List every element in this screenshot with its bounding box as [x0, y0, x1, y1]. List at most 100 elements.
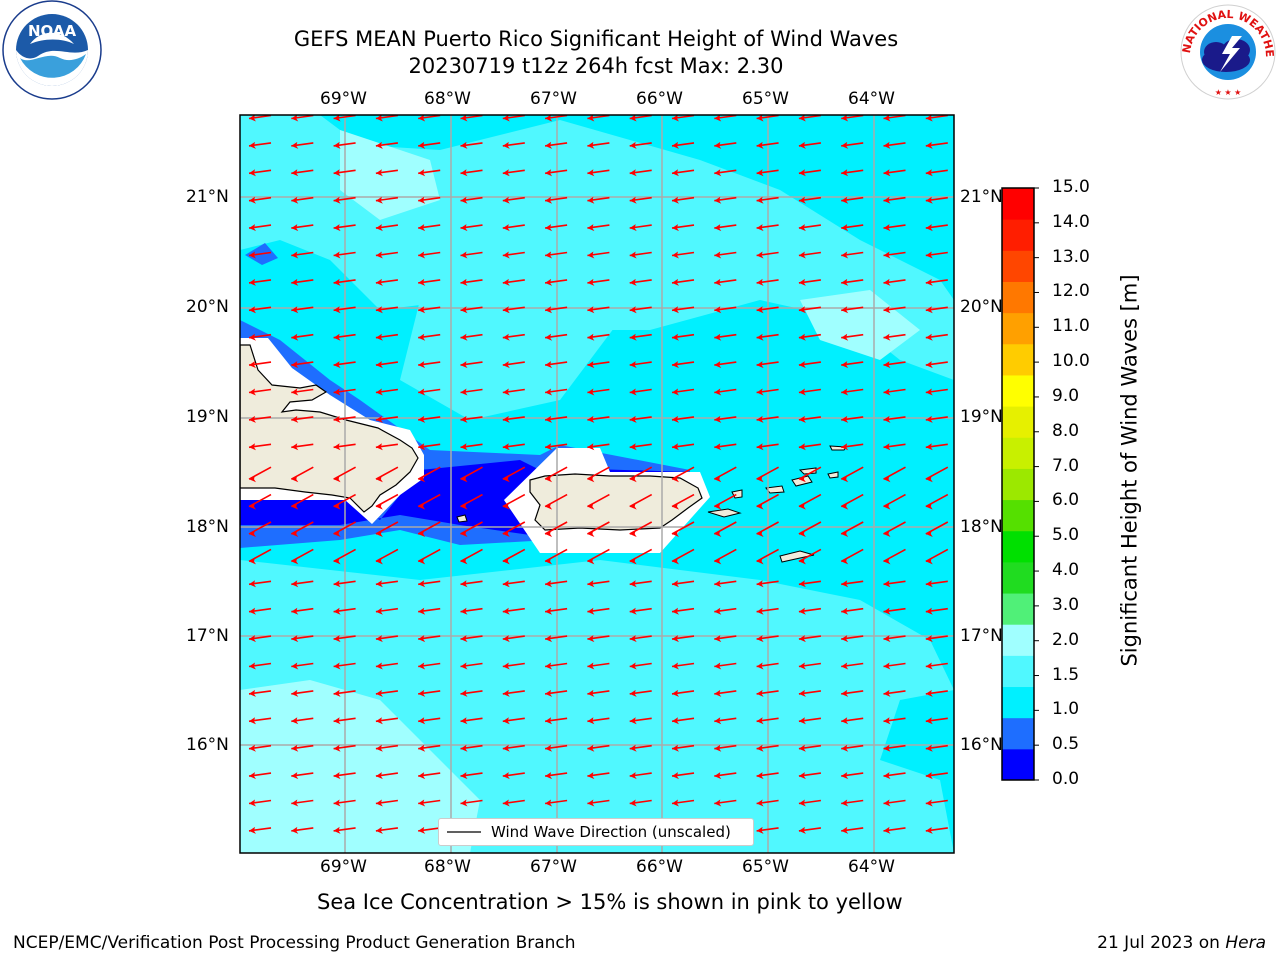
wave-direction-arrow	[248, 548, 272, 565]
lon-label-top-66: 66°W	[636, 89, 683, 109]
wave-direction-arrow	[248, 388, 272, 396]
wave-direction-arrow	[502, 115, 525, 122]
wave-direction-arrow	[798, 689, 822, 697]
wave-direction-arrow	[502, 635, 525, 643]
wave-direction-arrow	[502, 443, 525, 451]
wave-direction-arrow	[544, 548, 568, 565]
wave-direction-arrow	[925, 333, 948, 341]
wave-direction-arrow	[841, 115, 864, 122]
wave-direction-arrow	[544, 333, 568, 341]
wave-direction-arrow	[248, 689, 272, 697]
wave-direction-arrow	[333, 306, 356, 314]
wave-direction-arrow	[883, 169, 906, 177]
colorbar-tick-label: 15.0	[1052, 177, 1090, 197]
wave-direction-arrow	[629, 717, 652, 725]
wave-direction-arrow	[841, 169, 864, 177]
wave-direction-arrow	[587, 443, 610, 451]
wave-direction-arrow	[375, 306, 399, 314]
wave-direction-arrow	[418, 278, 441, 286]
wave-direction-arrow	[883, 251, 906, 259]
wave-direction-arrow	[248, 662, 272, 670]
wave-direction-arrow	[248, 493, 272, 510]
wave-direction-arrow	[587, 415, 610, 423]
wave-direction-arrow	[333, 251, 356, 259]
wave-direction-arrow	[502, 388, 525, 396]
wave-direction-arrow	[629, 141, 652, 149]
colorbar-tick-label: 1.5	[1052, 664, 1080, 685]
lon-label-bottom-67: 67°W	[530, 857, 577, 877]
wave-direction-arrow	[291, 607, 314, 615]
wave-direction-arrow	[671, 196, 695, 204]
wave-direction-arrow	[841, 744, 864, 752]
wave-direction-arrow	[418, 251, 441, 259]
wave-direction-arrow	[629, 772, 652, 780]
wave-direction-arrow	[756, 744, 779, 752]
colorbar-segment	[1002, 499, 1034, 532]
wave-direction-arrow	[671, 548, 695, 565]
wave-direction-arrow	[290, 493, 314, 510]
wave-direction-arrow	[841, 361, 864, 369]
wave-direction-arrow	[291, 169, 314, 177]
wave-direction-arrow	[375, 635, 399, 643]
wave-direction-arrow	[587, 689, 610, 697]
wave-direction-arrow	[756, 306, 779, 314]
wave-direction-arrow	[714, 607, 737, 615]
wave-direction-arrow	[883, 799, 906, 807]
wave-direction-arrow	[798, 388, 822, 396]
wave-direction-arrow	[502, 141, 525, 149]
wave-direction-arrow	[290, 466, 314, 483]
wave-direction-arrow	[587, 635, 610, 643]
wave-direction-arrow	[290, 548, 314, 565]
colorbar-tick-label: 6.0	[1052, 490, 1080, 511]
footer-left: NCEP/EMC/Verification Post Processing Pr…	[13, 933, 576, 953]
wave-direction-arrow	[671, 521, 695, 537]
wave-direction-arrow	[756, 493, 779, 510]
wave-direction-arrow	[629, 521, 653, 537]
wave-direction-arrow	[587, 388, 610, 396]
wave-direction-arrow	[756, 607, 779, 615]
wave-direction-arrow	[883, 772, 906, 780]
wave-direction-arrow	[798, 521, 822, 537]
wave-direction-arrow	[798, 196, 822, 204]
wave-direction-arrow	[248, 306, 272, 314]
wave-direction-arrow	[502, 493, 526, 510]
wave-direction-arrow	[925, 141, 948, 149]
wave-direction-arrow	[460, 662, 483, 670]
wave-direction-arrow	[629, 493, 653, 510]
wave-direction-arrow	[460, 224, 483, 232]
wave-direction-arrow	[544, 306, 568, 314]
wave-direction-arrow	[756, 689, 779, 697]
wave-direction-arrow	[629, 443, 652, 451]
wave-direction-arrow	[460, 251, 483, 259]
wave-direction-arrow	[629, 662, 652, 670]
wave-direction-arrow	[841, 141, 864, 149]
wave-direction-arrow	[756, 196, 779, 204]
wave-direction-arrow	[333, 443, 356, 451]
colorbar	[1001, 187, 1039, 781]
wave-direction-arrow	[291, 772, 314, 780]
wave-direction-arrow	[925, 443, 948, 451]
wave-direction-arrow	[375, 361, 399, 369]
wave-direction-arrow	[291, 278, 314, 286]
wave-direction-arrow	[460, 169, 483, 177]
wave-direction-arrow	[291, 799, 314, 807]
colorbar-segment	[1002, 374, 1034, 407]
wave-direction-arrow	[333, 388, 356, 396]
wave-direction-arrow	[502, 772, 525, 780]
wave-direction-arrow	[375, 689, 399, 697]
ice-note: Sea Ice Concentration > 15% is shown in …	[317, 890, 903, 914]
wave-direction-arrow	[333, 580, 356, 588]
colorbar-tick-label: 5.0	[1052, 525, 1080, 546]
wave-direction-arrow	[248, 521, 272, 537]
wave-direction-arrow	[798, 278, 822, 286]
wave-direction-arrow	[756, 415, 779, 423]
wave-direction-arrow	[925, 493, 949, 510]
wave-direction-arrow	[841, 388, 864, 396]
wave-field-1.5-2.0-mid	[400, 290, 620, 420]
wave-direction-arrow	[756, 141, 779, 149]
wave-direction-arrow	[460, 306, 483, 314]
wave-direction-arrow	[841, 196, 864, 204]
wave-direction-arrow	[291, 306, 314, 314]
wave-direction-arrow	[629, 196, 652, 204]
